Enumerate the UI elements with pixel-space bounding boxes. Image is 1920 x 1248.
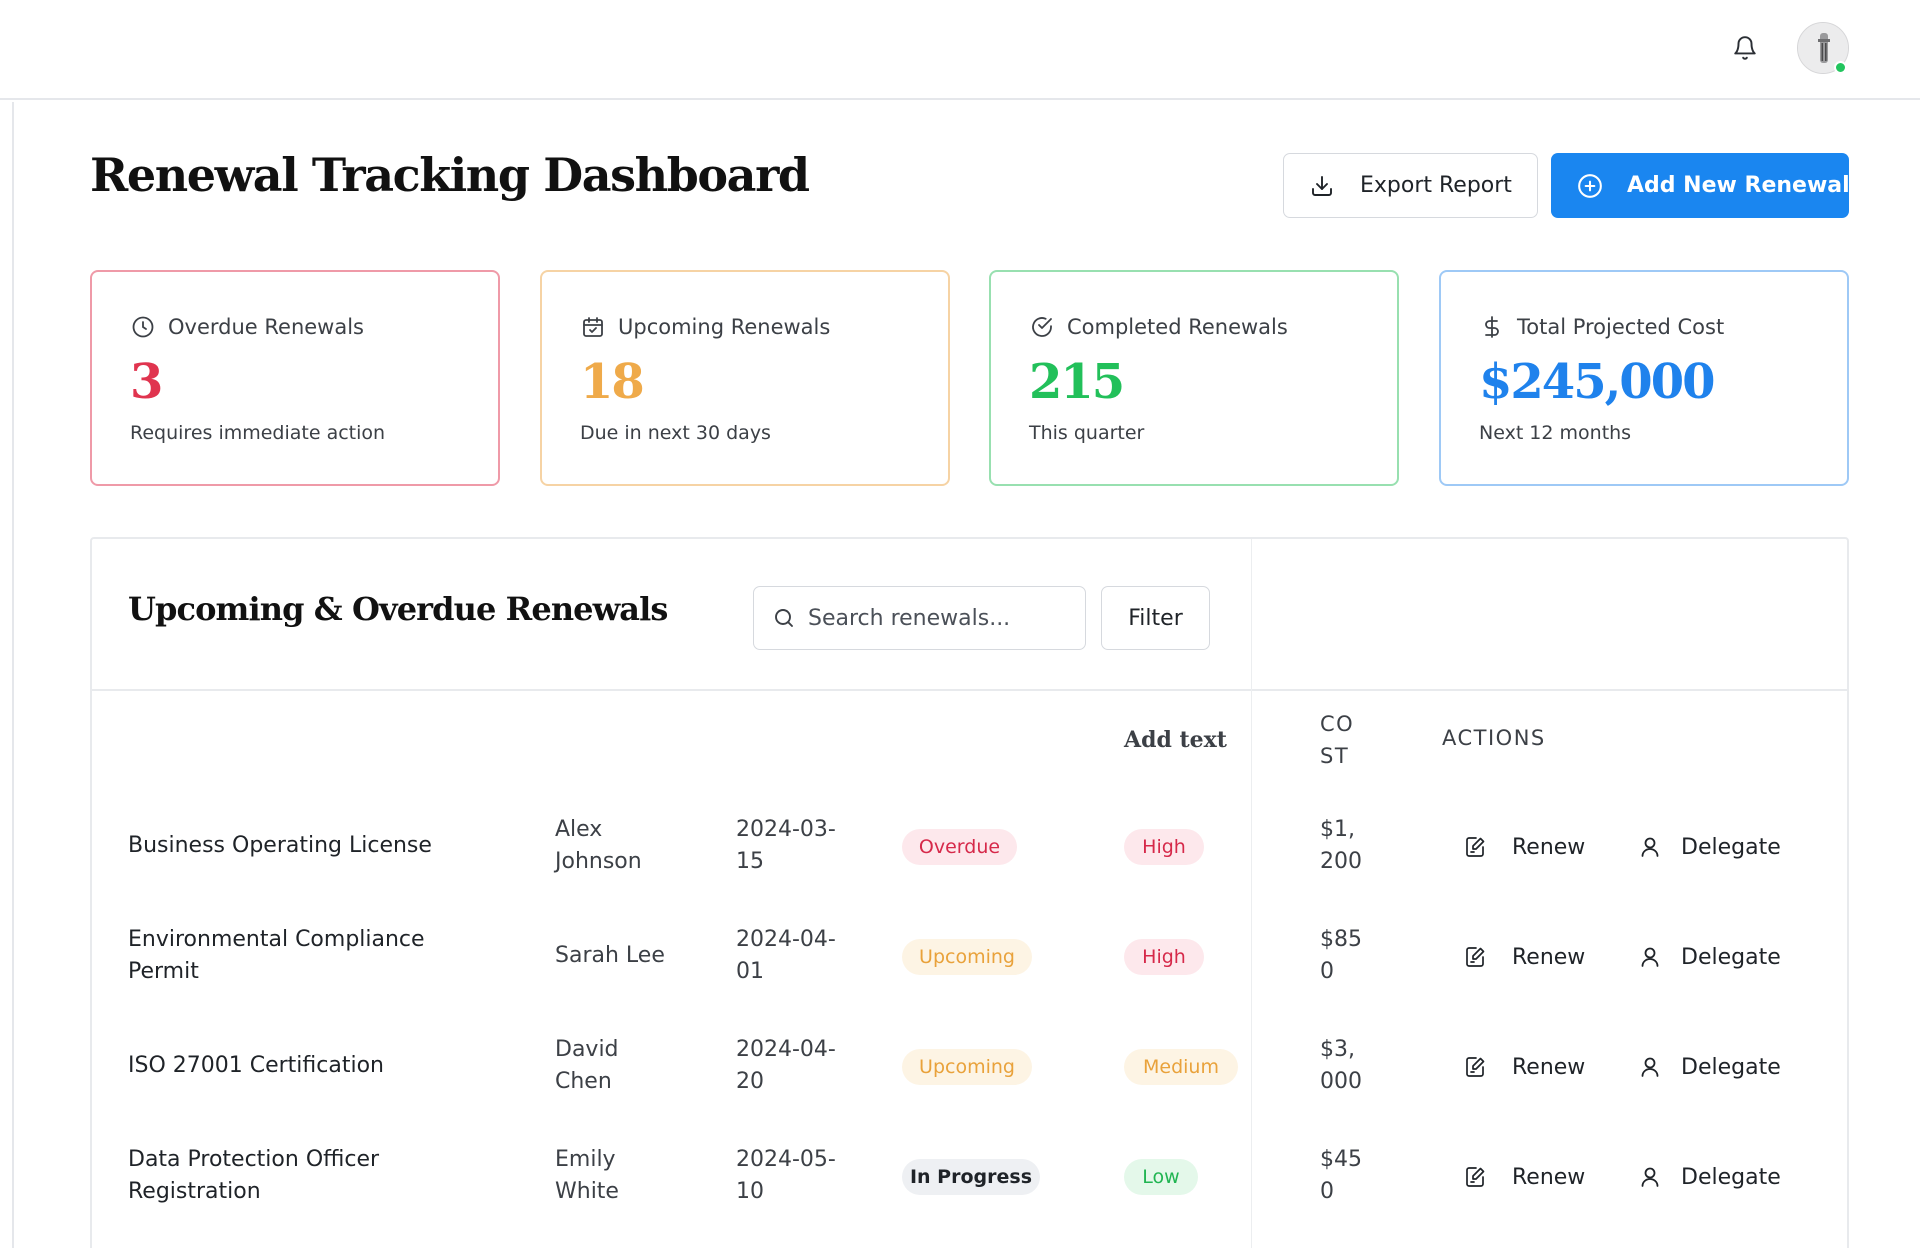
plus-circle-icon <box>1577 173 1603 199</box>
renewal-name: Business Operating License <box>128 833 432 858</box>
delegate-button[interactable]: Delegate <box>1637 1054 1781 1080</box>
delegate-label: Delegate <box>1681 1054 1781 1080</box>
panel-column-divider <box>1251 539 1252 1248</box>
filter-button[interactable]: Filter <box>1101 586 1210 650</box>
renewal-owner: Alex Johnson <box>555 817 642 874</box>
stat-value: 18 <box>580 354 645 410</box>
stat-value: 215 <box>1029 354 1125 410</box>
stat-subtext: This quarter <box>1029 422 1145 444</box>
renewal-due-date: 2024-03-15 <box>736 817 836 874</box>
stat-card-header: Overdue Renewals <box>130 314 364 340</box>
renewal-cost: $1,200 <box>1320 817 1362 874</box>
edit-document-icon <box>1462 834 1488 860</box>
delegate-label: Delegate <box>1681 1164 1781 1190</box>
priority-badge: Low <box>1124 1159 1198 1195</box>
sidebar-divider <box>12 102 14 1248</box>
delegate-label: Delegate <box>1681 834 1781 860</box>
renewal-owner: David Chen <box>555 1037 619 1094</box>
online-status-indicator <box>1834 61 1847 74</box>
user-icon <box>1637 1164 1663 1190</box>
renew-button[interactable]: Renew <box>1462 834 1585 860</box>
renewal-owner: Emily White <box>555 1147 619 1204</box>
renew-button[interactable]: Renew <box>1462 944 1585 970</box>
edit-document-icon <box>1462 1054 1488 1080</box>
user-icon <box>1637 1054 1663 1080</box>
page-title: Renewal Tracking Dashboard <box>90 148 810 202</box>
renewal-cost: $450 <box>1320 1147 1362 1204</box>
column-header-actions: ACTIONS <box>1442 726 1546 750</box>
priority-badge: Medium <box>1124 1049 1238 1085</box>
stat-label: Completed Renewals <box>1067 315 1288 339</box>
status-badge: Upcoming <box>902 1049 1032 1085</box>
download-icon <box>1310 174 1334 198</box>
stat-card-overdue: Overdue Renewals 3 Requires immediate ac… <box>90 270 500 486</box>
stat-subtext: Due in next 30 days <box>580 422 771 444</box>
status-badge: Upcoming <box>902 939 1032 975</box>
renewal-due-date: 2024-05-10 <box>736 1147 836 1204</box>
stat-label: Total Projected Cost <box>1517 315 1725 339</box>
user-icon <box>1637 944 1663 970</box>
delegate-label: Delegate <box>1681 944 1781 970</box>
status-badge: Overdue <box>902 829 1017 865</box>
dollar-icon <box>1479 314 1505 340</box>
renewal-name: Environmental Compliance Permit <box>128 927 425 984</box>
stat-card-completed: Completed Renewals 215 This quarter <box>989 270 1399 486</box>
delegate-button[interactable]: Delegate <box>1637 1164 1781 1190</box>
clock-icon <box>130 314 156 340</box>
renewal-due-date: 2024-04-20 <box>736 1037 836 1094</box>
renewal-cost: $3,000 <box>1320 1037 1362 1094</box>
status-badge: In Progress <box>902 1159 1040 1195</box>
add-new-renewal-label: Add New Renewal <box>1627 173 1850 198</box>
renewal-owner: Sarah Lee <box>555 943 665 968</box>
priority-badge: High <box>1124 939 1204 975</box>
renewal-due-date: 2024-04-01 <box>736 927 836 984</box>
renew-label: Renew <box>1512 834 1586 860</box>
renewal-name: ISO 27001 Certification <box>128 1053 384 1078</box>
check-circle-icon <box>1029 314 1055 340</box>
renewal-cost: $850 <box>1320 927 1362 984</box>
stat-card-header: Completed Renewals <box>1029 314 1288 340</box>
renew-button[interactable]: Renew <box>1462 1164 1585 1190</box>
stat-card-upcoming: Upcoming Renewals 18 Due in next 30 days <box>540 270 950 486</box>
renew-label: Renew <box>1512 944 1586 970</box>
edit-document-icon <box>1462 1164 1488 1190</box>
stat-label: Upcoming Renewals <box>618 315 831 339</box>
delegate-button[interactable]: Delegate <box>1637 944 1781 970</box>
stat-card-header: Total Projected Cost <box>1479 314 1724 340</box>
section-title: Upcoming & Overdue Renewals <box>128 590 668 628</box>
add-new-renewal-button[interactable]: Add New Renewal <box>1551 153 1850 218</box>
priority-badge: High <box>1124 829 1204 865</box>
export-report-button[interactable]: Export Report <box>1283 153 1538 218</box>
stat-value: $245,000 <box>1479 354 1715 410</box>
renew-button[interactable]: Renew <box>1462 1054 1585 1080</box>
export-report-label: Export Report <box>1360 173 1512 198</box>
top-bar <box>0 0 1920 100</box>
calendar-icon <box>580 314 606 340</box>
edit-document-icon <box>1462 944 1488 970</box>
user-icon <box>1637 834 1663 860</box>
stat-card-header: Upcoming Renewals <box>580 314 830 340</box>
renewals-panel <box>90 537 1849 1248</box>
stat-subtext: Requires immediate action <box>130 422 386 444</box>
stat-value: 3 <box>130 354 163 410</box>
search-placeholder: Search renewals... <box>808 605 1011 631</box>
stat-subtext: Next 12 months <box>1479 422 1632 444</box>
column-header-cost: CO ST <box>1320 712 1355 768</box>
column-header-add-text[interactable]: Add text <box>1124 727 1227 753</box>
bell-icon[interactable] <box>1730 33 1760 63</box>
delegate-button[interactable]: Delegate <box>1637 834 1781 860</box>
panel-header-divider <box>90 689 1849 691</box>
renewal-name: Data Protection Officer Registration <box>128 1147 380 1204</box>
search-input[interactable]: Search renewals... <box>753 586 1086 650</box>
stat-card-total-cost: Total Projected Cost $245,000 Next 12 mo… <box>1439 270 1849 486</box>
search-icon <box>772 606 796 630</box>
avatar[interactable] <box>1797 22 1849 74</box>
renew-label: Renew <box>1512 1054 1586 1080</box>
renew-label: Renew <box>1512 1164 1586 1190</box>
stat-label: Overdue Renewals <box>168 315 364 339</box>
